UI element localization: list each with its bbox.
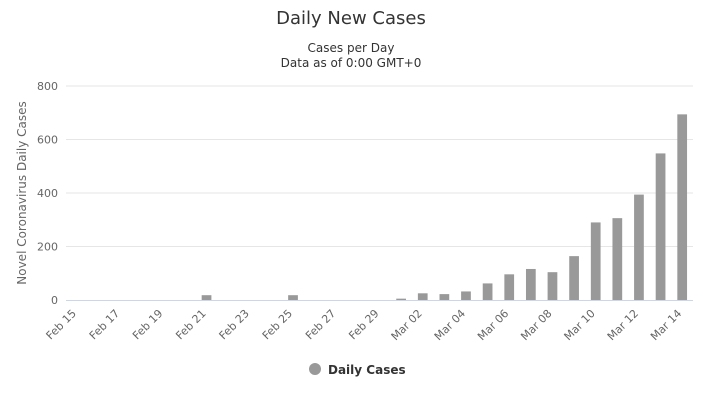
bar[interactable]: [461, 291, 471, 300]
bar[interactable]: [417, 293, 428, 300]
bar[interactable]: [655, 153, 666, 300]
bar[interactable]: [396, 298, 406, 300]
x-tick-label: Feb 21: [173, 307, 208, 342]
y-axis-title: Novel Coronavirus Daily Cases: [15, 101, 29, 284]
bar[interactable]: [590, 222, 601, 300]
bar[interactable]: [482, 283, 493, 300]
x-tick-label: Mar 02: [389, 307, 425, 343]
x-tick-label: Feb 29: [346, 307, 381, 342]
y-tick-label: 800: [37, 80, 58, 93]
x-tick-label: Mar 08: [518, 307, 554, 343]
y-axis-ticks: 0 200 400 600 800: [37, 80, 58, 307]
x-axis-ticks: Feb 15 Feb 17 Feb 19 Feb 21 Feb 23 Feb 25 Feb …: [44, 307, 685, 343]
y-tick-label: 400: [37, 187, 58, 200]
x-tick-label: Feb 15: [44, 307, 79, 342]
bar[interactable]: [201, 295, 212, 300]
x-tick-label: Mar 14: [648, 307, 684, 343]
x-tick-label: Feb 19: [130, 307, 165, 342]
bar[interactable]: [547, 272, 558, 300]
bar[interactable]: [504, 274, 515, 300]
x-tick-label: Mar 06: [475, 307, 511, 343]
bar[interactable]: [677, 114, 688, 300]
x-tick-label: Feb 27: [303, 307, 338, 342]
x-tick-label: Feb 23: [217, 307, 252, 342]
bar[interactable]: [569, 256, 579, 300]
y-tick-label: 600: [37, 134, 58, 147]
chart-title: Daily New Cases: [276, 8, 426, 29]
bar[interactable]: [634, 194, 644, 300]
bar[interactable]: [612, 218, 623, 300]
x-tick-label: Feb 17: [87, 307, 122, 342]
chart-subtitle-line-1: Cases per Day: [308, 41, 395, 55]
x-tick-label: Mar 12: [605, 307, 641, 343]
bar-series: [201, 114, 688, 300]
x-tick-label: Mar 10: [562, 307, 598, 343]
bar[interactable]: [288, 295, 298, 300]
legend-marker[interactable]: [309, 363, 321, 375]
y-tick-label: 200: [37, 241, 58, 254]
x-tick-label: Mar 04: [432, 307, 468, 343]
x-tick-label: Feb 25: [260, 307, 295, 342]
bar[interactable]: [525, 268, 536, 300]
legend-label[interactable]: Daily Cases: [328, 363, 406, 377]
y-tick-label: 0: [51, 294, 58, 307]
chart-subtitle-line-2: Data as of 0:00 GMT+0: [281, 56, 422, 70]
legend[interactable]: Daily Cases: [309, 363, 406, 377]
grid-lines: [66, 85, 693, 247]
bar[interactable]: [439, 294, 450, 300]
